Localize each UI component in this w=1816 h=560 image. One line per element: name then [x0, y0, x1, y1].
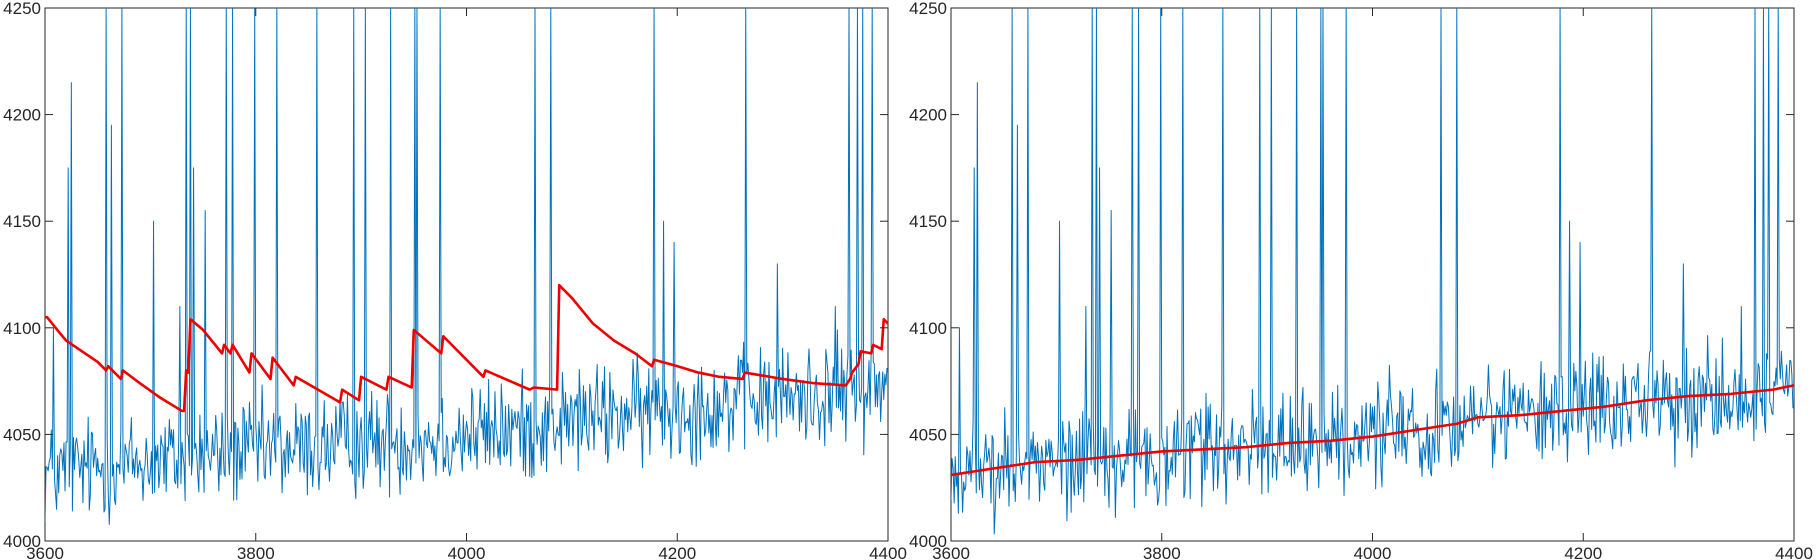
estimate-series-line — [951, 384, 1794, 477]
x-tick-label: 3600 — [26, 544, 64, 560]
y-tick-label: 4000 — [3, 532, 41, 551]
y-tick-label: 4150 — [3, 212, 41, 231]
plot-series-group — [45, 8, 888, 525]
estimate-series-line — [45, 283, 888, 413]
y-tick-label: 4100 — [3, 319, 41, 338]
signal-series-line — [951, 8, 1794, 535]
y-tick-label: 4200 — [3, 106, 41, 125]
x-tick-label: 4000 — [448, 544, 486, 560]
y-tick-label: 4250 — [3, 0, 41, 18]
x-tick-label: 4000 — [1354, 544, 1392, 560]
x-tick-label: 4200 — [658, 544, 696, 560]
x-tick-label: 4400 — [1775, 544, 1813, 560]
right-chart-panel: 4000 4050 4100 4150 4200 4250 3600 3800 4000 4200… — [909, 0, 1813, 560]
y-tick-label: 4050 — [3, 425, 41, 444]
x-tick-label: 4200 — [1564, 544, 1602, 560]
y-tick-label: 4250 — [909, 0, 947, 18]
y-tick-label: 4150 — [909, 212, 947, 231]
signal-series-line — [45, 8, 888, 525]
plot-series-group — [951, 8, 1794, 535]
y-tick-label: 4200 — [909, 106, 947, 125]
x-tick-label: 3800 — [237, 544, 275, 560]
left-chart-panel: 4000 4050 4100 4150 4200 4250 3600 3800 4000 4200… — [3, 0, 907, 560]
y-tick-label: 4050 — [909, 425, 947, 444]
y-tick-label: 4000 — [909, 532, 947, 551]
x-tick-label: 3800 — [1143, 544, 1181, 560]
x-tick-label: 4400 — [869, 544, 907, 560]
plot-area — [44, 7, 889, 542]
y-tick-label: 4100 — [909, 319, 947, 338]
x-tick-label: 3600 — [932, 544, 970, 560]
